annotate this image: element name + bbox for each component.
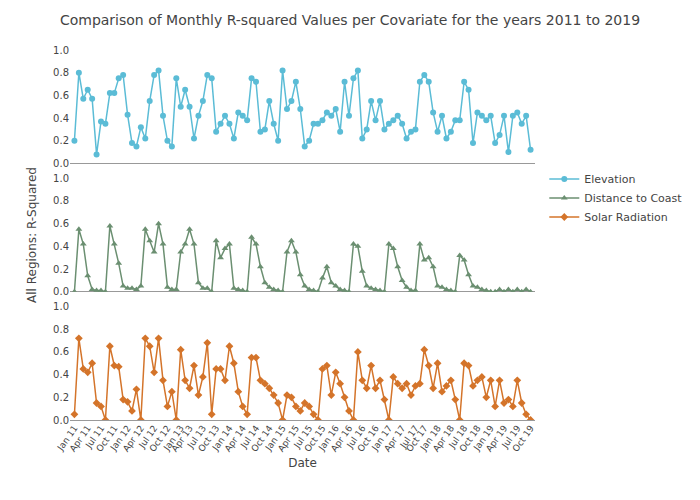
svg-text:0.4: 0.4 bbox=[53, 241, 69, 252]
svg-text:Jul 16: Jul 16 bbox=[344, 423, 367, 450]
svg-text:Jan 18: Jan 18 bbox=[418, 423, 443, 453]
svg-text:1.0: 1.0 bbox=[53, 173, 69, 184]
svg-text:Jan 16: Jan 16 bbox=[316, 423, 341, 453]
svg-text:Distance to Coast: Distance to Coast bbox=[584, 192, 682, 205]
svg-text:Oct 19: Oct 19 bbox=[511, 423, 536, 453]
svg-text:0.2: 0.2 bbox=[53, 135, 69, 146]
svg-text:Jan 14: Jan 14 bbox=[210, 423, 235, 453]
svg-text:0.8: 0.8 bbox=[53, 324, 69, 335]
svg-text:Oct 13: Oct 13 bbox=[196, 423, 221, 453]
svg-text:Jan 17: Jan 17 bbox=[369, 423, 394, 453]
svg-text:All Regions: R-Squared: All Regions: R-Squared bbox=[25, 167, 39, 303]
svg-text:Jan 12: Jan 12 bbox=[108, 423, 133, 453]
svg-text:Oct 16: Oct 16 bbox=[356, 423, 381, 453]
svg-text:0.4: 0.4 bbox=[53, 369, 69, 380]
svg-text:Jul 15: Jul 15 bbox=[291, 423, 314, 450]
svg-text:Date: Date bbox=[288, 456, 317, 470]
svg-text:0.8: 0.8 bbox=[53, 67, 69, 78]
svg-text:Oct 18: Oct 18 bbox=[457, 423, 482, 453]
svg-text:Jul 11: Jul 11 bbox=[83, 423, 106, 450]
svg-text:Jul 13: Jul 13 bbox=[185, 423, 208, 450]
svg-text:Jul 17: Jul 17 bbox=[398, 423, 421, 450]
svg-text:Jan 15: Jan 15 bbox=[263, 423, 288, 453]
svg-text:Solar Radiation: Solar Radiation bbox=[584, 211, 668, 224]
svg-text:Apr 15: Apr 15 bbox=[276, 423, 301, 453]
svg-text:Apr 19: Apr 19 bbox=[484, 423, 509, 453]
svg-text:Jan 19: Jan 19 bbox=[471, 423, 496, 453]
svg-text:Elevation: Elevation bbox=[584, 173, 635, 186]
svg-text:Oct 12: Oct 12 bbox=[147, 423, 172, 453]
svg-text:0.2: 0.2 bbox=[53, 392, 69, 403]
svg-text:Apr 11: Apr 11 bbox=[68, 423, 93, 453]
svg-text:Apr 13: Apr 13 bbox=[170, 423, 195, 453]
svg-text:Apr 17: Apr 17 bbox=[382, 423, 407, 453]
svg-text:Apr 18: Apr 18 bbox=[431, 423, 456, 453]
svg-text:0.6: 0.6 bbox=[53, 346, 69, 357]
svg-text:Oct 15: Oct 15 bbox=[302, 423, 327, 453]
svg-text:Jul 18: Jul 18 bbox=[446, 423, 469, 450]
svg-text:0.2: 0.2 bbox=[53, 264, 69, 275]
svg-text:Jul 12: Jul 12 bbox=[136, 423, 159, 450]
svg-text:Jan 11: Jan 11 bbox=[55, 423, 80, 453]
svg-text:1.0: 1.0 bbox=[53, 301, 69, 312]
svg-text:Apr 16: Apr 16 bbox=[329, 423, 354, 453]
svg-text:Oct 11: Oct 11 bbox=[94, 423, 119, 453]
svg-text:0.6: 0.6 bbox=[53, 90, 69, 101]
svg-text:Jan 13: Jan 13 bbox=[161, 423, 186, 453]
svg-text:0.0: 0.0 bbox=[53, 158, 69, 169]
svg-text:1.0: 1.0 bbox=[53, 45, 69, 56]
svg-text:0.4: 0.4 bbox=[53, 113, 69, 124]
svg-text:0.8: 0.8 bbox=[53, 195, 69, 206]
svg-text:Jul 19: Jul 19 bbox=[499, 423, 522, 450]
svg-text:Apr 14: Apr 14 bbox=[223, 423, 248, 453]
svg-text:Jul 14: Jul 14 bbox=[238, 423, 261, 450]
svg-text:Comparison of Monthly R-square: Comparison of Monthly R-squared Values p… bbox=[60, 12, 640, 28]
svg-text:Oct 17: Oct 17 bbox=[404, 423, 429, 453]
svg-text:0.6: 0.6 bbox=[53, 218, 69, 229]
svg-text:Apr 12: Apr 12 bbox=[121, 423, 146, 453]
svg-text:0.0: 0.0 bbox=[53, 286, 69, 297]
svg-text:0.0: 0.0 bbox=[53, 415, 69, 426]
svg-text:Oct 14: Oct 14 bbox=[249, 423, 274, 453]
